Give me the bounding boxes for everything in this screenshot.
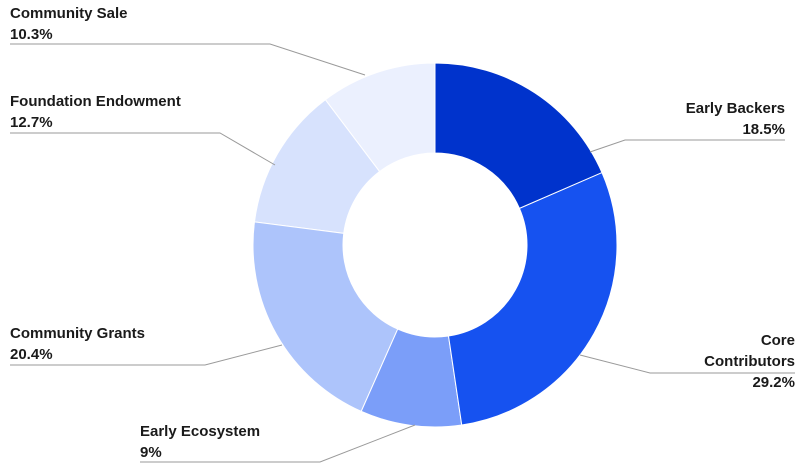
- donut-slice: [447, 171, 618, 426]
- value-label: 12.7%: [10, 114, 53, 131]
- slice-label: Foundation Endowment 12.7%: [10, 91, 260, 133]
- slice-label: Community Sale 10.3%: [10, 3, 210, 45]
- category-name: Early Backers: [685, 100, 785, 117]
- category-name: Foundation Endowment: [10, 93, 181, 110]
- slice-label: Core Contributors 29.2%: [685, 330, 795, 393]
- donut-slice: [253, 99, 381, 234]
- leader-line: [140, 424, 416, 463]
- leader-line: [579, 354, 795, 374]
- leader-line: [10, 43, 366, 76]
- donut-slice: [360, 328, 463, 428]
- donut-slice: [252, 221, 399, 413]
- value-label: 9%: [140, 444, 162, 461]
- category-name: Early Ecosystem: [140, 423, 261, 440]
- slice-label: Early Backers 18.5%: [585, 98, 785, 140]
- value-label: 29.2%: [752, 374, 795, 391]
- value-label: 10.3%: [10, 26, 53, 43]
- category-name: Core Contributors: [704, 332, 795, 370]
- slice-label: Community Grants 20.4%: [10, 323, 210, 365]
- leader-line: [10, 132, 276, 166]
- value-label: 18.5%: [742, 121, 785, 138]
- category-name: Community Sale: [10, 5, 128, 22]
- category-name: Community Grants: [10, 325, 146, 342]
- leader-line: [589, 139, 785, 153]
- donut-slice: [434, 62, 603, 210]
- leader-line: [10, 344, 283, 366]
- slice-label: Early Ecosystem 9%: [140, 421, 340, 463]
- leader-lines: [10, 43, 795, 463]
- value-label: 20.4%: [10, 346, 53, 363]
